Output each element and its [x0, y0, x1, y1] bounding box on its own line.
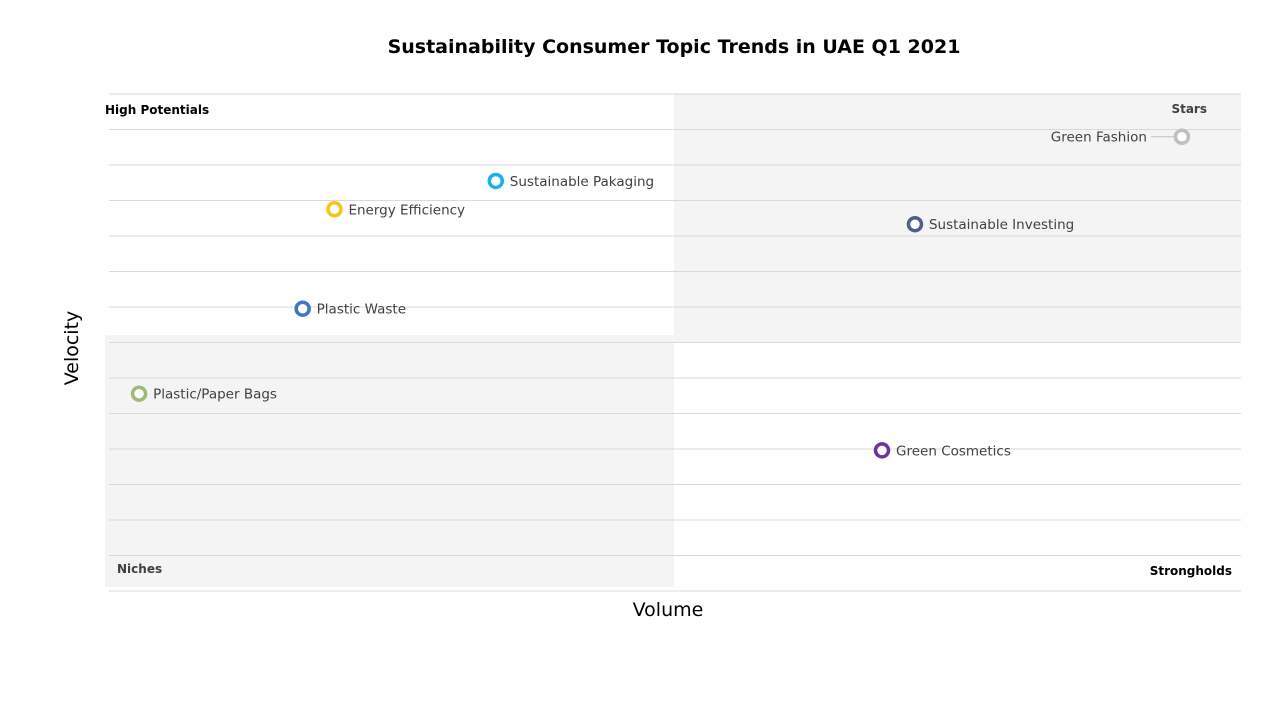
data-point-marker — [873, 442, 891, 459]
data-point-label: Green Fashion — [1051, 130, 1147, 146]
data-point-label: Sustainable Pakaging — [510, 174, 654, 190]
data-point-label: Energy Efficiency — [348, 202, 465, 218]
quadrant-top-right-bg — [674, 94, 1241, 342]
data-point-marker — [130, 385, 148, 402]
quadrant-label-niches: Niches — [117, 562, 162, 576]
quadrant-label-high-potentials: High Potentials — [105, 103, 209, 117]
gridlines — [109, 93, 1241, 592]
data-points: Green Fashion Sustainable Pakaging Energy … — [130, 128, 1191, 459]
data-point-marker — [294, 300, 311, 317]
data-point-marker — [487, 172, 505, 190]
y-axis-title: Velocity — [61, 311, 83, 386]
data-point-label: Green Cosmetics — [896, 443, 1011, 459]
quadrant-label-stars: Stars — [1171, 102, 1207, 116]
data-point-label: Plastic/Paper Bags — [153, 387, 277, 403]
chart-title: Sustainability Consumer Topic Trends in … — [388, 36, 961, 58]
data-point-label: Plastic Waste — [317, 302, 406, 318]
data-point-marker — [906, 215, 924, 233]
data-point-label: Sustainable Investing — [929, 217, 1074, 233]
quadrant-backgrounds — [105, 94, 1241, 587]
data-point-marker — [326, 201, 343, 218]
quadrant-bottom-left-bg — [105, 335, 674, 587]
quadrant-label-strongholds: Strongholds — [1150, 564, 1232, 578]
data-point-marker — [1173, 128, 1191, 145]
x-axis-title: Volume — [633, 599, 704, 621]
